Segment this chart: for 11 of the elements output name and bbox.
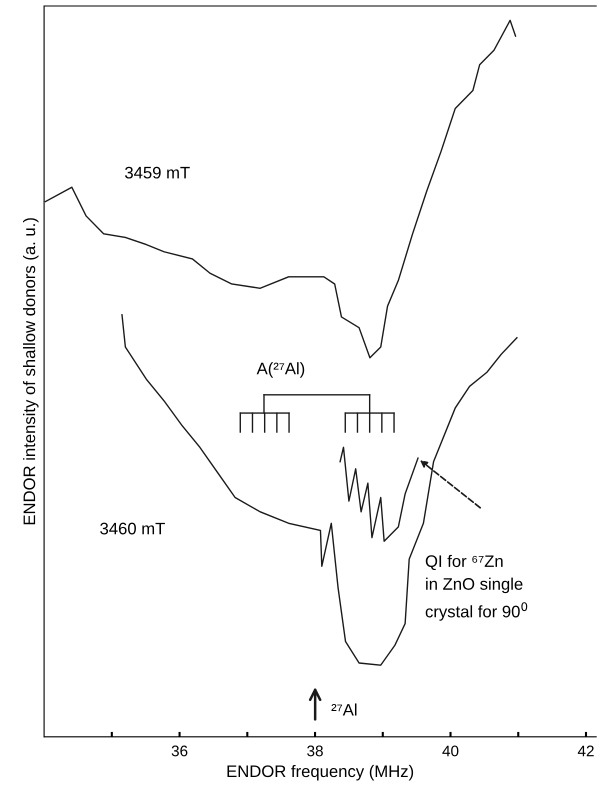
annotation: ²⁷Al — [331, 703, 356, 716]
annotation: A(²⁷Al) — [256, 362, 304, 378]
annotation: 3459 mT — [125, 166, 190, 179]
x-tick-label: 38 — [307, 746, 323, 756]
x-tick-label: 36 — [172, 746, 188, 756]
annotation: 3460 mT — [100, 522, 165, 534]
annotation: QI for ⁶⁷Zn in ZnO single crystal for 90$^{0}$ — [426, 554, 528, 621]
x-axis-title: ENDOR frequency (MHz) — [227, 764, 414, 780]
x-tick-label: 42 — [578, 746, 594, 756]
x-tick-label: 40 — [442, 746, 458, 756]
y-axis-title: ENDOR intensity of shallow donors (a. u.) — [23, 218, 39, 524]
